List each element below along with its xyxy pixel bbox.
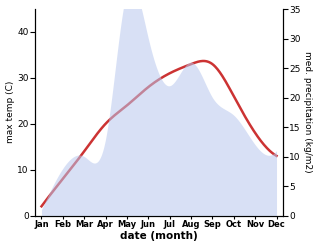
Y-axis label: med. precipitation (kg/m2): med. precipitation (kg/m2) [303,51,313,173]
X-axis label: date (month): date (month) [120,231,198,242]
Y-axis label: max temp (C): max temp (C) [5,81,15,144]
